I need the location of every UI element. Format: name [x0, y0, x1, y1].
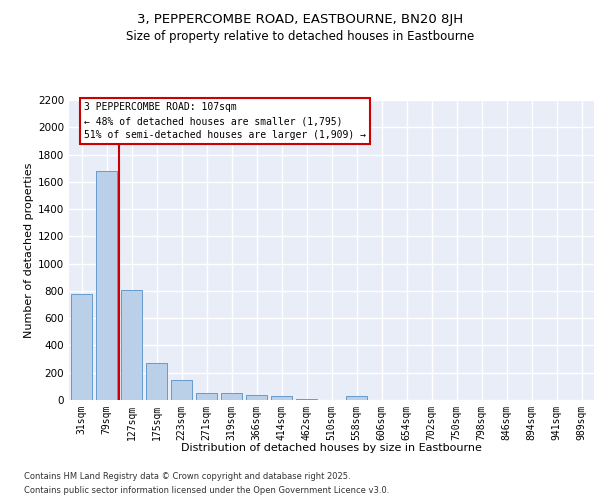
Bar — [346, 396, 367, 400]
Text: Contains HM Land Registry data © Crown copyright and database right 2025.: Contains HM Land Registry data © Crown c… — [24, 472, 350, 481]
Bar — [121, 290, 142, 400]
Bar — [146, 363, 167, 400]
Bar — [271, 396, 292, 400]
Bar — [246, 394, 267, 400]
Y-axis label: Number of detached properties: Number of detached properties — [24, 162, 34, 338]
X-axis label: Distribution of detached houses by size in Eastbourne: Distribution of detached houses by size … — [181, 443, 482, 453]
Text: 3 PEPPERCOMBE ROAD: 107sqm
← 48% of detached houses are smaller (1,795)
51% of s: 3 PEPPERCOMBE ROAD: 107sqm ← 48% of deta… — [84, 102, 366, 140]
Bar — [196, 393, 217, 400]
Text: 3, PEPPERCOMBE ROAD, EASTBOURNE, BN20 8JH: 3, PEPPERCOMBE ROAD, EASTBOURNE, BN20 8J… — [137, 12, 463, 26]
Bar — [296, 398, 317, 400]
Text: Size of property relative to detached houses in Eastbourne: Size of property relative to detached ho… — [126, 30, 474, 43]
Bar — [71, 294, 92, 400]
Text: Contains public sector information licensed under the Open Government Licence v3: Contains public sector information licen… — [24, 486, 389, 495]
Bar — [221, 393, 242, 400]
Bar — [171, 380, 192, 400]
Bar — [96, 171, 117, 400]
